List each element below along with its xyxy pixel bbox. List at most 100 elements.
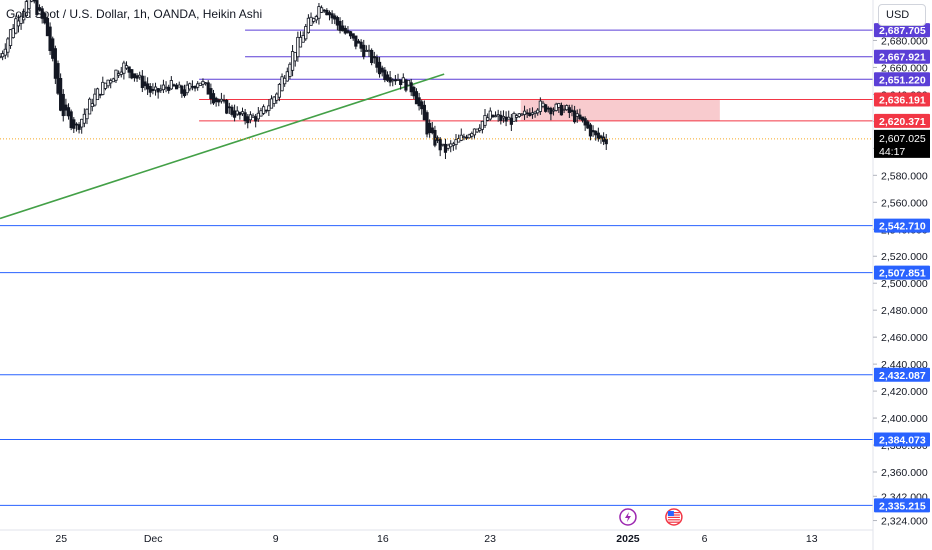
candle-body [380, 67, 384, 73]
candle-body [538, 100, 542, 112]
candle-body [562, 108, 566, 111]
currency-button[interactable]: USD [878, 4, 926, 26]
candle-body [177, 84, 181, 88]
candle-body [298, 37, 303, 48]
candle-body [409, 82, 413, 93]
candle-body [304, 26, 308, 40]
horizontal-lines[interactable] [0, 29, 873, 506]
candle-body [454, 139, 458, 145]
trendlines[interactable] [0, 0, 445, 220]
candle-body [588, 124, 593, 137]
price-badge-label: 2,335.215 [879, 500, 926, 512]
candle-body [264, 109, 268, 112]
candle-body [573, 110, 577, 123]
candle-body [383, 69, 387, 81]
candle-body [222, 99, 226, 102]
x-tick-label: 25 [55, 533, 67, 545]
candle-body [267, 105, 271, 111]
y-tick-label: 2,500.000 [881, 278, 928, 290]
candle-body [414, 91, 419, 105]
candle-body [362, 44, 366, 57]
candle-body [335, 17, 339, 26]
candle-body [567, 107, 571, 113]
price-badge [874, 23, 930, 38]
price-badge-label: 2,384.073 [879, 435, 926, 447]
candle-body [462, 136, 466, 139]
candle-body [280, 76, 284, 92]
candle-body [583, 118, 587, 126]
candle-body [459, 134, 463, 141]
candle-body [117, 73, 121, 76]
candle-body [333, 15, 337, 20]
candle-body [90, 103, 94, 107]
candle-body [143, 81, 147, 87]
event-markers[interactable] [619, 508, 683, 526]
candle-body [546, 107, 550, 110]
candle-body [261, 106, 266, 114]
candle-body [317, 6, 321, 19]
candle-body [259, 110, 263, 117]
candle-body [185, 84, 189, 94]
candle-body [256, 112, 260, 120]
zone-rect [520, 99, 720, 121]
candle-body [586, 121, 590, 129]
candle-body [544, 104, 548, 112]
y-tick-label: 2,560.000 [881, 197, 928, 209]
y-tick-label: 2,460.000 [881, 332, 928, 344]
price-badge [874, 49, 930, 64]
candle-body [85, 108, 89, 120]
candle-body [483, 115, 487, 126]
candle-body [198, 82, 202, 86]
candle-body [3, 48, 7, 56]
candle-body [140, 75, 144, 88]
candle-body [306, 17, 310, 34]
candle-body [164, 86, 168, 89]
y-tick-label: 2,520.000 [881, 251, 928, 263]
candle-body [338, 20, 342, 31]
candle-body [209, 88, 213, 99]
candle-body [551, 109, 556, 112]
lightning-icon-glyph [624, 512, 631, 522]
candle-body [203, 82, 208, 85]
candle-body [314, 16, 318, 21]
candle-body [188, 83, 192, 90]
candle-body [151, 88, 155, 92]
candle-body [486, 117, 490, 121]
candle-body [301, 35, 305, 43]
candle-body [443, 143, 448, 153]
candle-body [520, 113, 524, 116]
candle-body [48, 26, 52, 52]
countdown-label: 44:17 [879, 146, 905, 158]
candle-body [370, 50, 374, 64]
candle-body [385, 74, 390, 81]
candle-body [420, 101, 424, 110]
candle-body [499, 114, 503, 121]
candle-body [238, 112, 242, 116]
candle-body [575, 113, 579, 117]
candle-body [507, 116, 511, 120]
price-badges: 2,687.705 2,667.921 2,651.220 2,636.191 2,62… [874, 23, 930, 513]
candle-body [348, 31, 353, 37]
price-badge [874, 432, 930, 447]
candle-body [159, 88, 163, 91]
candle-body [367, 49, 371, 52]
candle-body [111, 78, 115, 83]
candle-body [580, 116, 585, 121]
candle-body [16, 20, 21, 27]
candle-body [240, 111, 245, 115]
last-price-label: 2,607.025 [879, 133, 926, 145]
candle-body [391, 79, 395, 82]
candle-body [248, 114, 253, 121]
candle-body [496, 114, 500, 117]
candle-body [272, 96, 276, 104]
candle-body [472, 128, 477, 136]
price-badge-label: 2,507.851 [879, 268, 926, 280]
candle-body [493, 115, 498, 118]
candle-body [201, 80, 205, 85]
flag-canton [667, 511, 674, 516]
candle-body [235, 110, 239, 115]
candle-body [227, 106, 231, 109]
candle-body [72, 119, 76, 129]
candle-body [51, 38, 55, 59]
